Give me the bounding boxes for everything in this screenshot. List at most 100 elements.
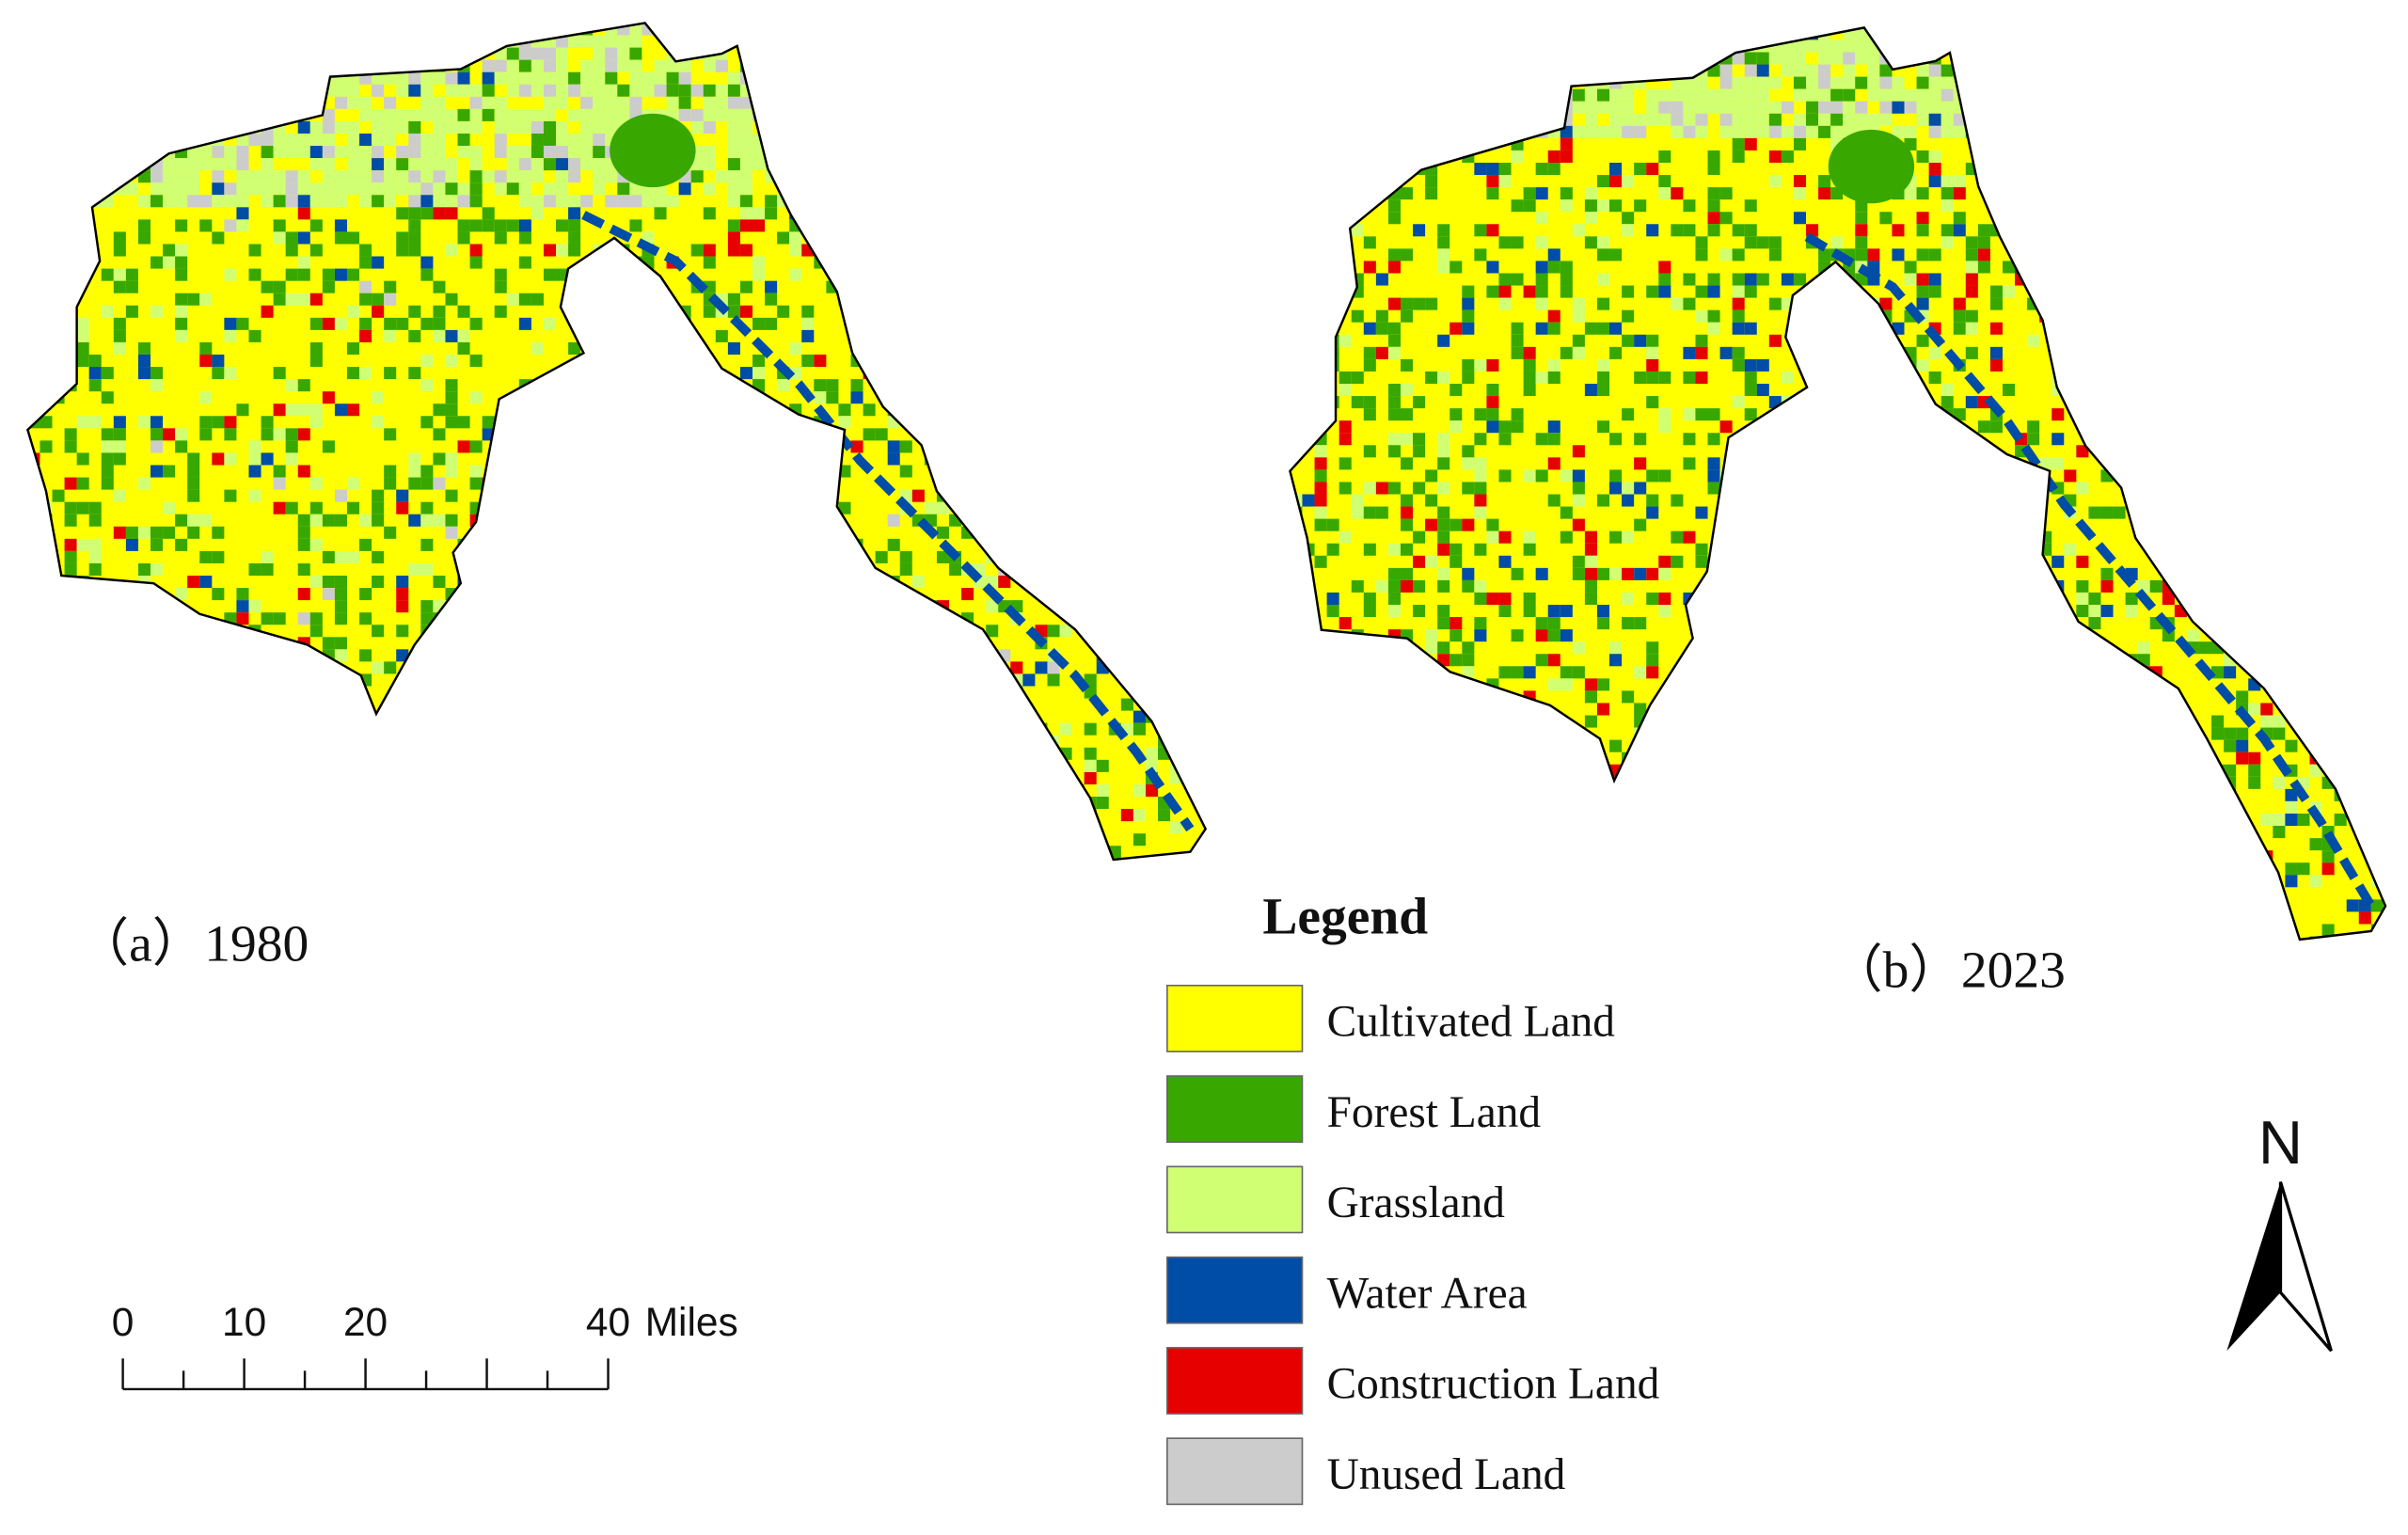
- raster-cell: [556, 71, 569, 85]
- raster-cell: [76, 120, 89, 134]
- raster-cell: [1584, 88, 1597, 102]
- raster-cell: [224, 722, 237, 736]
- raster-cell: [420, 846, 434, 859]
- raster-cell: [1584, 199, 1597, 213]
- raster-cell: [1339, 690, 1352, 704]
- raster-cell: [814, 354, 827, 368]
- raster-cell: [948, 661, 962, 674]
- raster-cell: [1744, 76, 1757, 89]
- raster-cell: [1059, 538, 1072, 551]
- raster-cell: [1486, 88, 1499, 102]
- raster-cell: [1560, 52, 1573, 65]
- raster-cell: [212, 550, 225, 563]
- raster-cell: [703, 588, 716, 601]
- raster-cell: [2321, 322, 2335, 335]
- raster-cell: [2309, 396, 2322, 409]
- raster-cell: [248, 59, 261, 72]
- raster-cell: [1547, 800, 1560, 814]
- raster-cell: [863, 329, 876, 342]
- raster-cell: [556, 550, 569, 563]
- raster-cell: [1437, 150, 1450, 163]
- raster-cell: [1658, 408, 1671, 421]
- raster-cell: [899, 59, 912, 72]
- raster-cell: [113, 416, 126, 429]
- raster-cell: [2309, 384, 2322, 397]
- raster-cell: [1781, 64, 1794, 77]
- raster-cell: [420, 317, 434, 330]
- raster-cell: [887, 735, 900, 748]
- raster-cell: [2346, 605, 2359, 618]
- raster-cell: [433, 23, 446, 36]
- raster-cell: [2383, 530, 2386, 544]
- raster-cell: [1622, 101, 1635, 114]
- raster-cell: [593, 96, 606, 109]
- raster-cell: [518, 858, 531, 860]
- raster-cell: [384, 759, 397, 772]
- raster-cell: [1953, 52, 1966, 65]
- raster-cell: [1634, 64, 1647, 77]
- raster-cell: [64, 133, 77, 147]
- raster-cell: [863, 404, 876, 417]
- raster-cell: [543, 673, 557, 687]
- raster-cell: [2002, 212, 2016, 225]
- raster-cell: [899, 71, 912, 85]
- raster-cell: [1989, 420, 2003, 434]
- raster-cell: [346, 404, 360, 417]
- raster-cell: [2236, 690, 2249, 704]
- raster-cell: [1646, 567, 1659, 580]
- raster-cell: [2211, 371, 2225, 384]
- raster-cell: [752, 317, 766, 330]
- raster-cell: [531, 562, 544, 576]
- raster-cell: [1843, 579, 1856, 593]
- raster-cell: [2039, 199, 2052, 213]
- raster-cell: [285, 35, 298, 48]
- raster-cell: [1437, 248, 1450, 261]
- raster-cell: [1498, 592, 1512, 606]
- raster-cell: [113, 637, 126, 650]
- raster-cell: [1658, 261, 1671, 274]
- raster-cell: [1892, 752, 1905, 765]
- raster-cell: [2076, 715, 2089, 728]
- raster-cell: [1425, 64, 1438, 77]
- raster-cell: [309, 158, 323, 171]
- raster-cell: [1437, 64, 1450, 77]
- raster-cell: [2370, 629, 2384, 642]
- raster-cell: [924, 219, 937, 232]
- raster-cell: [556, 59, 569, 72]
- raster-cell: [1707, 309, 1720, 323]
- raster-cell: [1474, 482, 1487, 495]
- raster-cell: [88, 23, 102, 36]
- raster-cell: [961, 416, 974, 429]
- raster-cell: [715, 809, 728, 822]
- raster-cell: [40, 759, 53, 772]
- raster-cell: [163, 783, 176, 798]
- raster-cell: [76, 35, 89, 48]
- raster-cell: [187, 108, 200, 121]
- raster-cell: [506, 588, 519, 601]
- raster-cell: [494, 231, 507, 245]
- raster-cell: [76, 219, 89, 232]
- raster-cell: [765, 59, 778, 72]
- raster-cell: [1339, 27, 1352, 40]
- raster-cell: [101, 722, 114, 736]
- raster-cell: [1339, 727, 1352, 740]
- raster-cell: [715, 195, 728, 208]
- raster-cell: [224, 47, 237, 60]
- raster-cell: [1892, 396, 1905, 409]
- raster-cell: [1855, 567, 1868, 580]
- raster-cell: [76, 96, 89, 109]
- raster-cell: [150, 600, 164, 613]
- raster-cell: [2076, 199, 2089, 213]
- raster-cell: [1781, 27, 1794, 40]
- raster-cell: [1498, 101, 1512, 114]
- raster-cell: [1314, 273, 1327, 286]
- raster-cell: [1707, 212, 1720, 225]
- raster-cell: [2113, 187, 2126, 200]
- raster-cell: [1867, 334, 1880, 347]
- raster-cell: [1035, 526, 1048, 539]
- raster-cell: [2137, 187, 2150, 200]
- raster-cell: [1290, 52, 1303, 65]
- raster-cell: [236, 23, 249, 36]
- raster-cell: [1596, 273, 1610, 286]
- raster-cell: [2248, 27, 2261, 40]
